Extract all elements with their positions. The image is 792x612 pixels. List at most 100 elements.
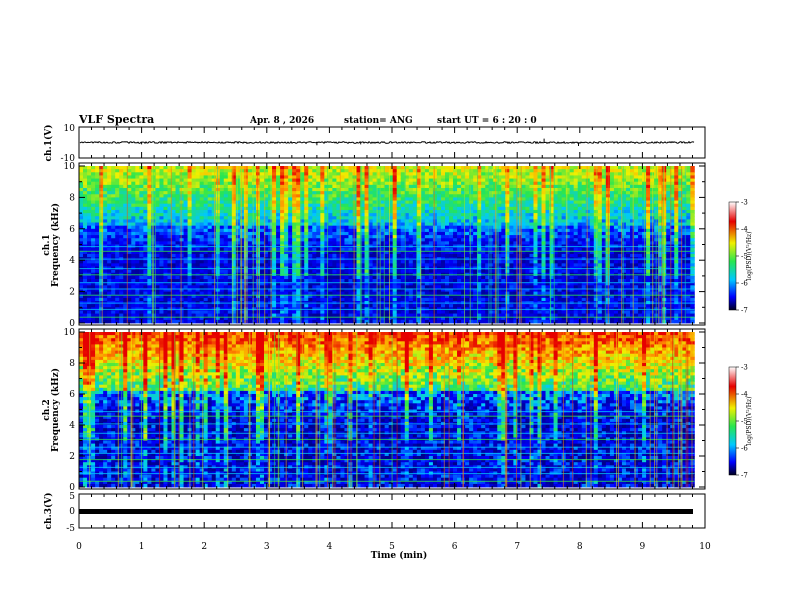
spectrogram-cell [91,298,95,302]
spectrogram-cell [260,254,264,258]
chart-title: VLF Spectra [78,113,154,126]
spectrogram-cell [445,207,449,211]
spectrogram-cell [328,185,332,189]
spectrogram-cell [449,254,453,258]
spectrogram-cell [139,292,143,296]
spectrogram-cell [304,235,308,239]
spectrogram-cell [188,298,192,302]
spectrogram-cell [127,235,131,239]
spectrogram-cell [320,207,324,211]
spectrogram-cell [397,213,401,217]
spectrogram-cell [111,229,115,233]
spectrogram-cell [111,270,115,274]
spectrogram-cell [437,194,441,198]
spectrogram-cell [433,191,437,195]
spectrogram-cell [344,229,348,233]
spectrogram-cell [409,166,413,170]
spectrogram-cell [147,179,151,183]
spectrogram-cell [131,216,135,220]
spectrogram-cell [429,172,433,176]
spectrogram-cell [457,219,461,223]
spectrogram-cell [449,169,453,173]
spectrogram-cell [312,201,316,205]
spectrogram-cell [176,182,180,186]
spectrogram-cell [139,188,143,192]
spectrogram-cell [83,204,87,208]
spectrogram-cell [196,194,200,198]
spectrogram-cell [272,285,276,289]
spectrogram-cell [457,188,461,192]
spectrogram-cell [248,226,252,230]
spectrogram-cell [184,207,188,211]
spectrogram-cell [159,182,163,186]
spectrogram-cell [421,298,425,302]
spectrogram-cell [248,213,252,217]
spectrogram-cell [95,194,99,198]
spectrogram-cell [348,207,352,211]
spectrogram-cell [131,223,135,227]
spectrogram-cell [103,182,107,186]
spectrogram-cell [248,216,252,220]
spectrogram-cell [268,185,272,189]
spectrogram-cell [176,201,180,205]
spectrogram-cell [280,194,284,198]
spectrogram-cell [192,188,196,192]
spectrogram-cell [308,238,312,242]
spectrogram-cell [143,188,147,192]
spectrogram-cell [393,210,397,214]
spectrogram-cell [312,270,316,274]
spectrogram-cell [208,169,212,173]
spectrogram-cell [103,276,107,280]
spectrogram-cell [184,166,188,170]
spectrogram-cell [224,254,228,258]
spectrogram-cell [292,314,296,318]
spectrogram-cell [292,197,296,201]
spectrogram-cell [296,226,300,230]
spectrogram-cell [127,310,131,314]
spectrogram-cell [449,210,453,214]
spectrogram-cell [180,179,184,183]
spectrogram-cell [184,201,188,205]
spectrogram-cell [180,197,184,201]
spectrogram-cell [316,201,320,205]
spectrogram-cell [421,166,425,170]
spectrogram-cell [208,207,212,211]
spectrogram-cell [385,235,389,239]
spectrogram-cell [348,182,352,186]
spectrogram-cell [260,191,264,195]
spectrogram-cell [308,210,312,214]
spectrogram-cell [87,276,91,280]
spectrogram-cell [288,219,292,223]
spectrogram-cell [131,172,135,176]
spectrogram-cell [143,216,147,220]
spectrogram-cell [248,263,252,267]
spectrogram-cell [288,292,292,296]
spectrogram-cell [180,238,184,242]
spectrogram-cell [272,238,276,242]
spectrogram-cell [433,223,437,227]
spectrogram-cell [421,213,425,217]
spectrogram-cell [127,204,131,208]
spectrogram-cell [409,310,413,314]
spectrogram-cell [373,235,377,239]
spectrogram-cell [159,194,163,198]
spectrogram-cell [344,238,348,242]
spectrogram-cell [441,270,445,274]
spectrogram-cell [228,226,232,230]
spectrogram-cell [192,320,196,324]
spectrogram-cell [328,229,332,233]
spectrogram-cell [107,229,111,233]
spectrogram-cell [397,229,401,233]
spectrogram-cell [204,279,208,283]
spectrogram-cell [87,310,91,314]
spectrogram-cell [115,241,119,245]
spectrogram-cell [188,263,192,267]
spectrogram-cell [324,248,328,252]
spectrogram-cell [393,182,397,186]
spectrogram-cell [180,216,184,220]
spectrogram-cell [312,310,316,314]
spectrogram-cell [441,279,445,283]
spectrogram-cell [127,182,131,186]
spectrogram-cell [280,188,284,192]
spectrogram-cell [188,166,192,170]
